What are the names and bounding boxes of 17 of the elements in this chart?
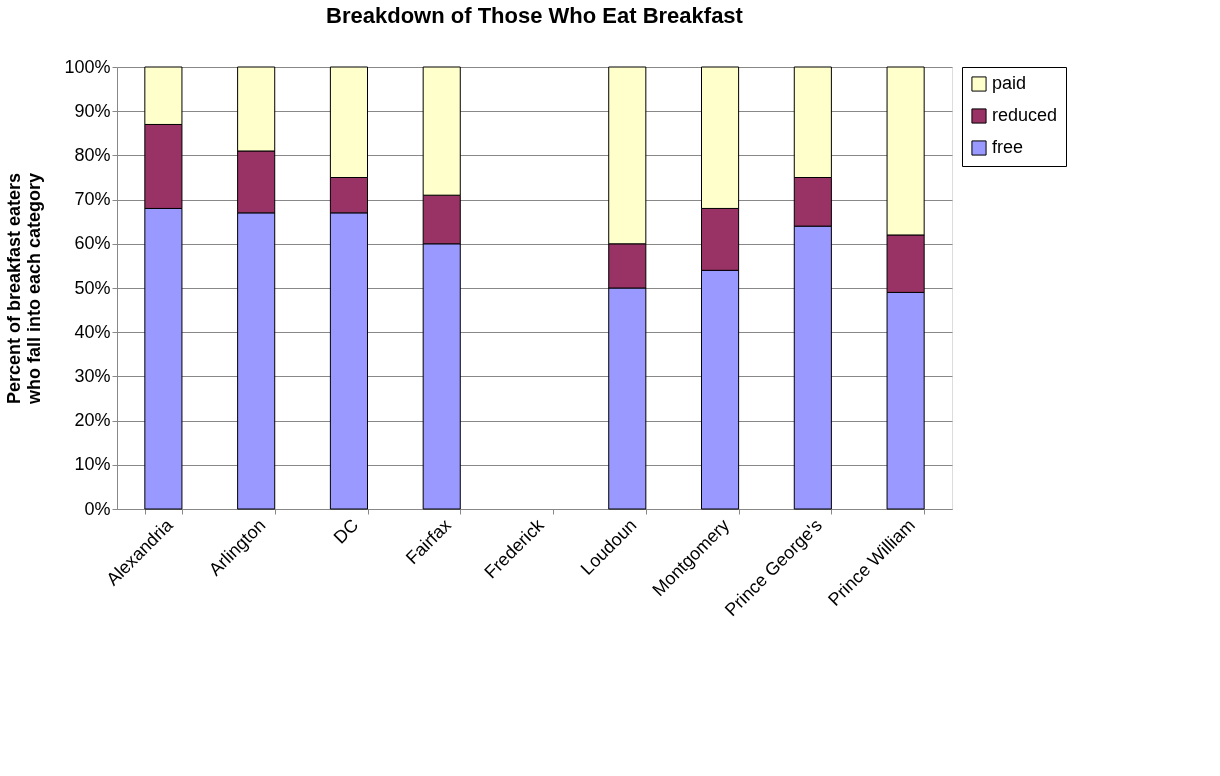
y-tick-label: 0% [84, 498, 111, 519]
y-tick-label: 20% [74, 410, 111, 431]
y-tick-label: 30% [74, 365, 111, 386]
legend-label: paid [992, 73, 1027, 93]
legend-label: reduced [992, 105, 1058, 125]
y-tick-label: 60% [74, 233, 111, 254]
y-tick-label: 80% [74, 144, 111, 165]
y-tick-label: 40% [74, 321, 111, 342]
x-tick-label: DC [329, 515, 363, 548]
y-tick-label: 50% [74, 277, 111, 298]
y-tick-label: 90% [74, 100, 111, 121]
chart-title: Breakdown of Those Who Eat Breakfast [326, 3, 744, 28]
y-tick-label: 100% [64, 56, 111, 77]
y-tick-label: 10% [74, 454, 111, 475]
legend-label: free [992, 137, 1024, 157]
y-axis-title: Percent of breakfast eaters who fall into each category [4, 172, 45, 406]
y-tick-label: 70% [74, 189, 111, 210]
